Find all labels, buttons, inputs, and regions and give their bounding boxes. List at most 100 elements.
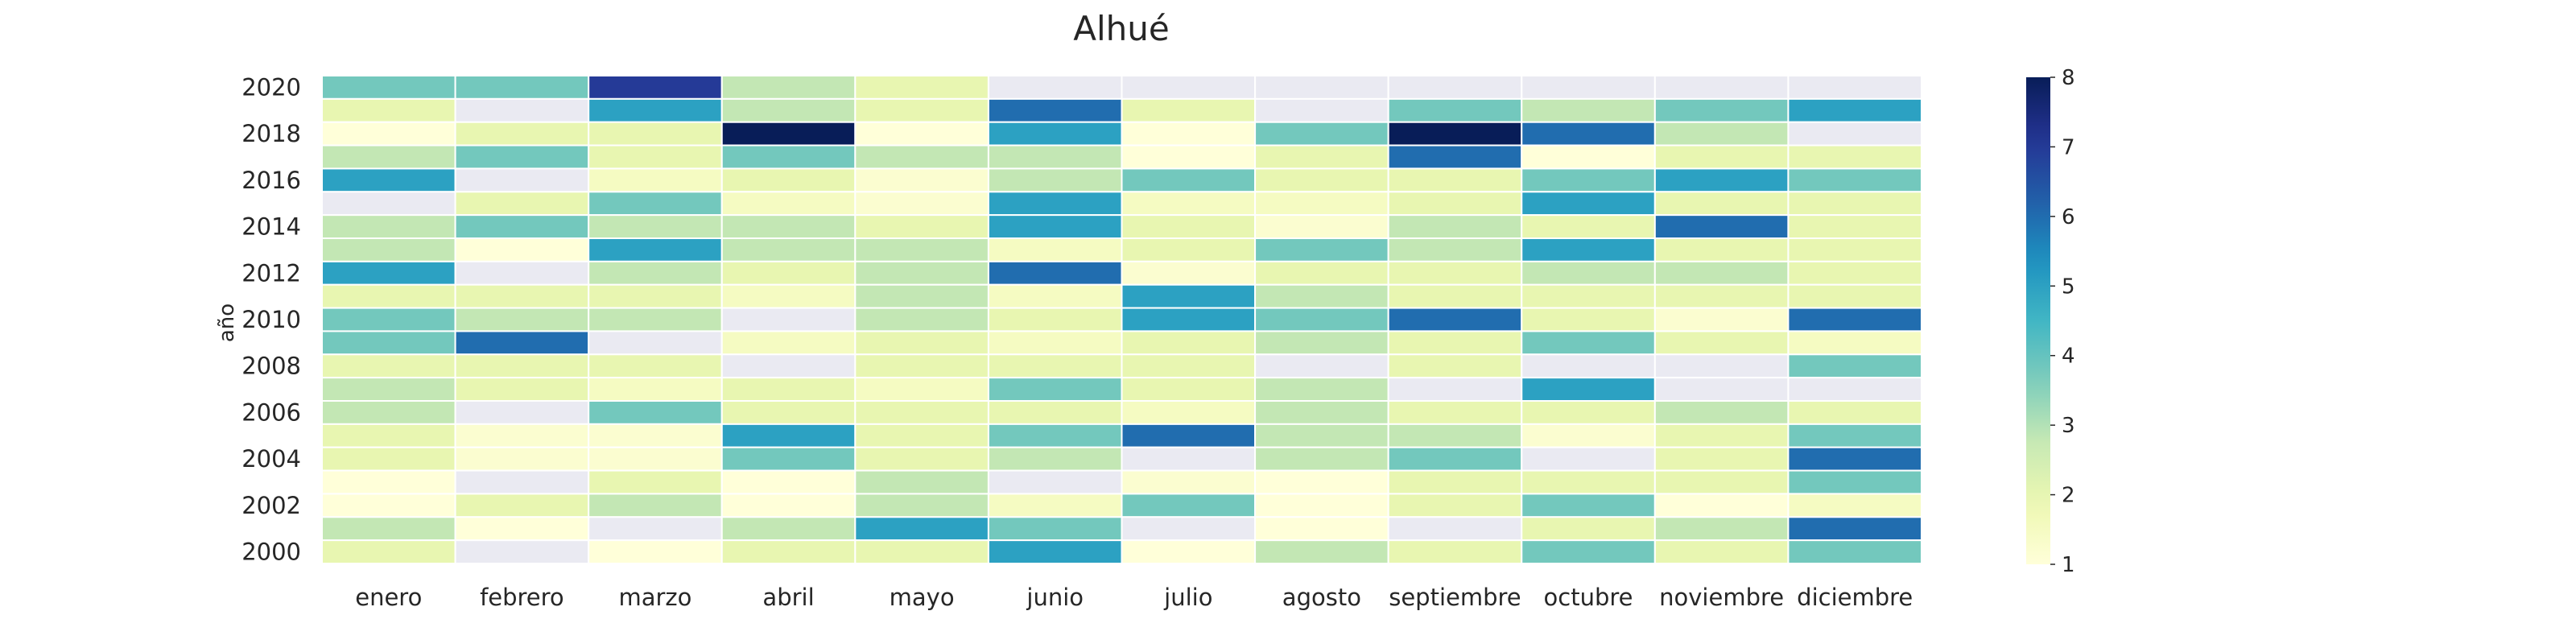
y-tick-label: 2000 [242, 539, 301, 566]
heatmap-cell [1787, 400, 1923, 425]
heatmap-cell [1121, 214, 1257, 239]
heatmap-cell [1653, 539, 1790, 565]
heatmap-cell [454, 283, 590, 309]
heatmap-cell [854, 330, 989, 356]
colorbar-gradient [2026, 77, 2050, 564]
heatmap-cell [1387, 539, 1523, 565]
heatmap-cell [720, 446, 857, 472]
heatmap-cell [854, 121, 989, 147]
heatmap-cell [1521, 469, 1656, 495]
colorbar-tick-label: 2 [2062, 484, 2075, 508]
heatmap-cell [454, 400, 590, 425]
heatmap-cell [987, 377, 1123, 402]
x-tick-label: abril [762, 584, 814, 611]
heatmap-cell [1387, 377, 1523, 402]
heatmap-cell [720, 97, 857, 123]
heatmap-cell [588, 353, 723, 379]
x-tick-label: agosto [1282, 584, 1361, 611]
heatmap-cell [1121, 237, 1257, 262]
heatmap-cell [720, 121, 857, 147]
colorbar-tick-label: 5 [2062, 275, 2075, 299]
heatmap-cell [987, 260, 1123, 286]
heatmap-cell [454, 75, 590, 100]
heatmap-cell [987, 214, 1123, 239]
heatmap-cell [1521, 97, 1656, 123]
heatmap-cell [1121, 423, 1257, 448]
heatmap-cell [1121, 353, 1257, 379]
heatmap-cell [1787, 260, 1923, 286]
heatmap-cell [1121, 400, 1257, 425]
heatmap-cell [1653, 516, 1790, 542]
heatmap-cell [1121, 446, 1257, 472]
heatmap-cell [1387, 191, 1523, 217]
heatmap-cell [720, 423, 857, 448]
heatmap-cell [321, 516, 456, 542]
heatmap-cell [854, 423, 989, 448]
heatmap-cell [1521, 307, 1656, 332]
heatmap-cell [588, 469, 723, 495]
heatmap-cell [1521, 237, 1656, 262]
heatmap-cell [1787, 283, 1923, 309]
heatmap-cell [1121, 516, 1257, 542]
x-tick-label: febrero [480, 584, 564, 611]
heatmap-cell [1121, 144, 1257, 170]
heatmap-cell [1653, 353, 1790, 379]
heatmap-cell [720, 283, 857, 309]
heatmap-cell [1387, 75, 1523, 100]
heatmap-cell [1121, 260, 1257, 286]
heatmap-cell [987, 97, 1123, 123]
heatmap-cell [1787, 237, 1923, 262]
heatmap-cell [1121, 377, 1257, 402]
heatmap-cell [854, 539, 989, 565]
heatmap-cell [1653, 121, 1790, 147]
heatmap-cell [1653, 400, 1790, 425]
heatmap-cell [1653, 307, 1790, 332]
heatmap-cell [321, 167, 456, 193]
x-tick-label: diciembre [1797, 584, 1913, 611]
heatmap-cell [321, 97, 456, 123]
heatmap-cell [987, 353, 1123, 379]
x-tick-label: mayo [890, 584, 955, 611]
x-tick-label: octubre [1544, 584, 1633, 611]
heatmap-cell [720, 469, 857, 495]
heatmap-cell [1387, 283, 1523, 309]
heatmap-cell [720, 167, 857, 193]
heatmap-cell [588, 307, 723, 332]
x-tick-label: septiembre [1389, 584, 1521, 611]
heatmap-cell [321, 330, 456, 356]
heatmap-cell [1254, 237, 1389, 262]
heatmap-cell [1387, 469, 1523, 495]
heatmap-cell [1521, 400, 1656, 425]
heatmap-cells [321, 75, 1923, 565]
heatmap-cell [854, 353, 989, 379]
heatmap-cell [987, 423, 1123, 448]
heatmap-cell [321, 144, 456, 170]
heatmap-cell [454, 307, 590, 332]
colorbar-tick-label: 8 [2062, 66, 2075, 90]
heatmap-cell [321, 307, 456, 332]
heatmap-cell [987, 330, 1123, 356]
colorbar-tick-label: 7 [2062, 135, 2075, 159]
heatmap-cell [1653, 446, 1790, 472]
heatmap-cell [854, 191, 989, 217]
heatmap-cell [1254, 260, 1389, 286]
y-axis-ticks: 2020 2018 2016 2014 2012 2010 2008 2006 2004 2002… [242, 73, 301, 565]
heatmap-cell [1254, 469, 1389, 495]
heatmap-cell [1254, 330, 1389, 356]
heatmap-cell [321, 237, 456, 262]
x-tick-label: enero [355, 584, 422, 611]
heatmap-cell [720, 144, 857, 170]
heatmap-cell [1387, 214, 1523, 239]
heatmap-cell [720, 75, 857, 100]
colorbar-tick-label: 1 [2062, 553, 2075, 577]
heatmap-cell [720, 516, 857, 542]
heatmap-cell [1653, 493, 1790, 518]
heatmap-cell [588, 237, 723, 262]
heatmap-cell [1121, 97, 1257, 123]
heatmap-cell [588, 97, 723, 123]
y-tick-label: 2004 [242, 445, 301, 473]
heatmap-cell [1121, 493, 1257, 518]
heatmap-cell [1521, 423, 1656, 448]
y-tick-label: 2014 [242, 213, 301, 241]
